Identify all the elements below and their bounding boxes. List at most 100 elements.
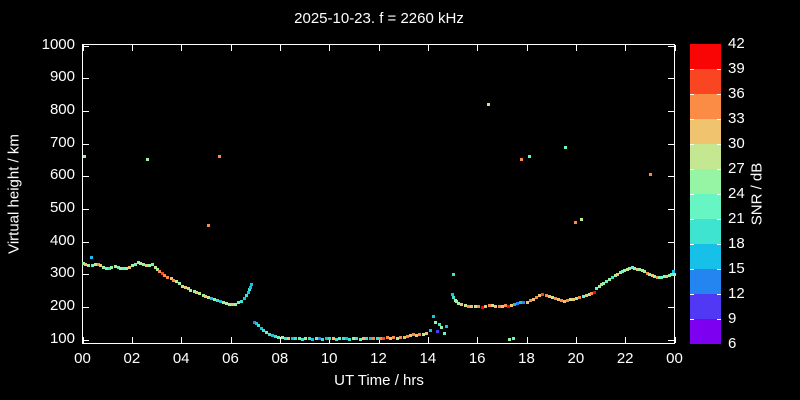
- data-point: [113, 264, 117, 268]
- data-point: [497, 305, 501, 309]
- data-point: [532, 297, 536, 301]
- data-point: [565, 298, 569, 302]
- data-point: [399, 336, 403, 340]
- colorbar-tick: [690, 194, 694, 195]
- colorbar-tick: [717, 69, 721, 70]
- data-point: [597, 284, 601, 288]
- data-point: [672, 273, 676, 277]
- colorbar-segment: [690, 294, 721, 319]
- x-tick-label: 10: [320, 350, 338, 367]
- data-point: [328, 337, 332, 341]
- colorbar-tick-label: 9: [728, 310, 737, 327]
- data-point: [244, 293, 248, 297]
- colorbar-tick: [690, 119, 694, 120]
- data-point: [375, 336, 379, 340]
- data-point: [655, 275, 659, 279]
- data-point: [440, 326, 444, 330]
- colorbar-segment: [690, 44, 721, 69]
- y-tick: [83, 176, 89, 178]
- data-point: [473, 304, 477, 308]
- data-point: [595, 287, 599, 291]
- data-point: [484, 304, 488, 308]
- data-point: [402, 336, 406, 340]
- colorbar-segment: [690, 169, 721, 194]
- data-point: [270, 334, 274, 338]
- data-point: [84, 262, 88, 266]
- y-tick-label: 500: [49, 198, 75, 216]
- data-point: [616, 272, 620, 276]
- data-point: [553, 297, 557, 301]
- y-tick-label: 200: [49, 296, 75, 314]
- data-point: [201, 293, 205, 297]
- data-point: [351, 337, 355, 341]
- data-point: [405, 335, 409, 339]
- y-tick: [668, 143, 674, 145]
- data-point: [378, 337, 382, 341]
- data-point: [277, 335, 281, 339]
- data-point: [341, 337, 345, 341]
- colorbar-segment: [690, 94, 721, 119]
- colorbar-tick: [717, 319, 721, 320]
- data-point: [128, 266, 132, 270]
- colorbar-tick-label: 36: [728, 85, 745, 102]
- x-tick-label: 18: [518, 350, 535, 367]
- data-point: [93, 262, 97, 266]
- data-point: [487, 304, 491, 308]
- data-point: [670, 272, 674, 276]
- colorbar-segment: [690, 69, 721, 94]
- data-point: [418, 332, 422, 336]
- data-point: [338, 337, 342, 341]
- data-point: [231, 303, 235, 307]
- data-point: [620, 269, 624, 273]
- data-point: [257, 324, 261, 328]
- x-tick: [230, 45, 232, 51]
- y-tick-label: 100: [49, 329, 75, 347]
- data-point: [442, 331, 446, 335]
- data-point: [564, 145, 568, 149]
- data-point: [584, 293, 588, 297]
- x-tick: [526, 45, 528, 51]
- data-point: [506, 304, 510, 308]
- data-point: [372, 337, 376, 341]
- colorbar-tick: [717, 194, 721, 195]
- y-tick: [668, 45, 674, 47]
- data-point: [358, 337, 362, 341]
- x-tick-label: 00: [74, 350, 91, 367]
- data-point: [314, 337, 318, 341]
- x-tick: [131, 45, 133, 51]
- x-tick: [279, 337, 281, 343]
- data-point: [96, 262, 100, 266]
- data-point: [151, 263, 155, 267]
- y-tick: [83, 208, 89, 210]
- colorbar-tick: [690, 94, 694, 95]
- colorbar-tick: [690, 144, 694, 145]
- data-point: [213, 298, 217, 302]
- x-tick-label: 04: [172, 350, 190, 367]
- chart-title: 2025-10-23. f = 2260 kHz: [294, 10, 464, 27]
- data-point: [630, 266, 634, 270]
- data-point: [237, 301, 241, 305]
- data-point: [175, 279, 179, 283]
- data-point: [249, 283, 253, 287]
- data-point: [318, 337, 322, 341]
- data-point: [180, 284, 184, 288]
- data-point: [604, 279, 608, 283]
- data-point: [385, 336, 389, 340]
- data-point: [355, 337, 359, 341]
- data-point: [131, 264, 135, 268]
- data-point: [580, 218, 584, 222]
- y-tick: [668, 78, 674, 80]
- data-point: [368, 337, 372, 341]
- data-point: [453, 298, 457, 302]
- colorbar-tick: [690, 69, 694, 70]
- data-point: [435, 330, 439, 334]
- data-point: [284, 336, 288, 340]
- data-point: [648, 273, 652, 277]
- colorbar-segment: [690, 244, 721, 269]
- data-point: [253, 321, 257, 325]
- data-point: [247, 288, 251, 292]
- data-point: [331, 337, 335, 341]
- data-point: [640, 269, 644, 273]
- data-point: [158, 270, 162, 274]
- data-point: [592, 290, 596, 294]
